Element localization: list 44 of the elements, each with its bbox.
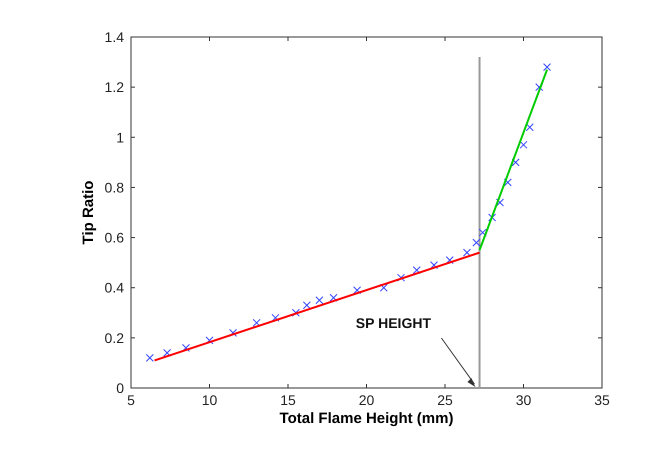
x-tick-label: 30 [516,392,532,408]
y-tick-label: 0.8 [104,179,124,196]
y-axis-title: Tip Ratio [80,180,97,244]
annotation: SP HEIGHT [356,315,432,331]
point [488,214,496,222]
point [163,348,172,357]
point [271,314,280,322]
point [512,158,520,166]
point [302,301,311,310]
x-tick-label: 10 [202,392,218,408]
y-tick-label: 0.4 [104,280,124,296]
point [252,318,261,327]
point [496,198,504,206]
y-tick-label: 0.2 [104,330,124,346]
point [430,261,438,270]
y-tick-label: 0 [116,380,124,396]
y-tick-label: 0.6 [104,230,124,246]
point [478,228,487,237]
x-tick-label: 20 [358,392,374,408]
point [412,266,421,274]
point [446,256,454,264]
x-tick-label: 35 [594,392,610,408]
point [380,284,388,292]
point [504,178,512,186]
x-tick-label: 5 [127,392,136,408]
point [229,328,238,337]
point [146,354,154,362]
point [315,296,324,304]
point [472,238,480,247]
y-tick-label: 1.4 [104,29,124,45]
x-axis-title: Total Flame Height (mm) [280,410,454,427]
point [462,248,471,257]
point [526,123,534,132]
x-tick-label: 25 [437,392,453,408]
point [520,140,528,149]
point [330,294,338,302]
y-tick-label: 1 [116,129,124,146]
point [535,83,544,92]
point [353,286,362,294]
point [292,308,300,317]
point [397,274,406,282]
point [543,63,552,72]
x-tick-label: 15 [280,392,296,408]
y-tick-label: 1.2 [104,79,124,96]
